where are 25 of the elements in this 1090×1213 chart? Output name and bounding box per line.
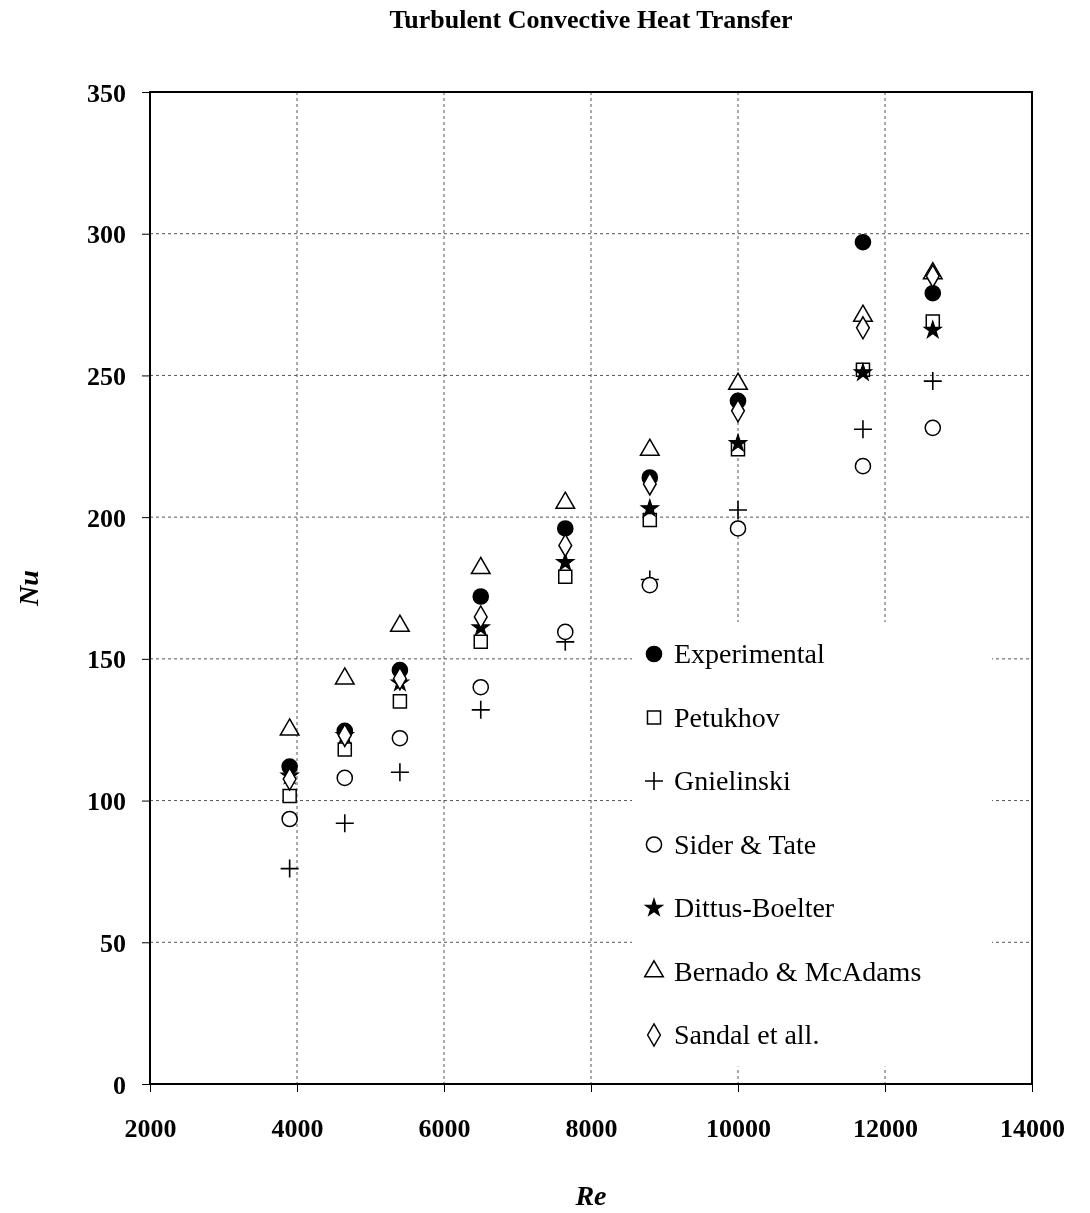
x-tick-label: 14000 bbox=[1000, 1113, 1065, 1143]
x-tick-label: 12000 bbox=[853, 1113, 918, 1143]
x-axis-title: Re bbox=[574, 1180, 607, 1211]
y-tick-label: 200 bbox=[87, 503, 126, 533]
legend-label: Gnielinski bbox=[674, 765, 791, 796]
y-tick-label: 0 bbox=[113, 1070, 126, 1100]
legend-label: Bernado & McAdams bbox=[674, 955, 922, 987]
legend-label: Experimental bbox=[674, 638, 826, 669]
y-axis-title: Nu bbox=[13, 570, 44, 607]
x-tick-label: 4000 bbox=[271, 1113, 324, 1143]
legend-label: Dittus-Boelter bbox=[674, 892, 835, 923]
chart-title: Turbulent Convective Heat Transfer bbox=[389, 5, 793, 34]
legend-label: Sider & Tate bbox=[674, 828, 817, 860]
y-tick-label: 350 bbox=[87, 78, 126, 108]
y-tick-label: 250 bbox=[87, 362, 126, 392]
y-tick-label: 50 bbox=[100, 928, 126, 958]
x-tick-label: 10000 bbox=[706, 1113, 771, 1143]
x-tick-label: 2000 bbox=[124, 1113, 177, 1143]
legend-label: Petukhov bbox=[674, 701, 780, 733]
y-tick-label: 300 bbox=[87, 220, 126, 250]
legend-label: Sandal et all. bbox=[674, 1019, 820, 1050]
y-tick-label: 100 bbox=[87, 787, 126, 817]
x-tick-label: 6000 bbox=[418, 1113, 471, 1143]
y-tick-label: 150 bbox=[87, 645, 126, 675]
x-tick-label: 8000 bbox=[565, 1113, 618, 1143]
